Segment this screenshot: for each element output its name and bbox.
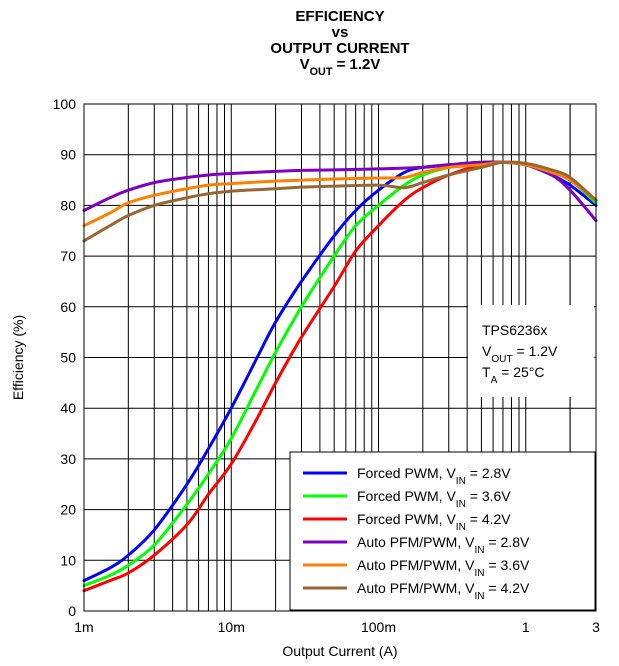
x-tick-label: 10m [218, 619, 245, 635]
x-axis-label: Output Current (A) [282, 643, 397, 659]
x-axis-ticks: 1m 10m 100m 1 3 [74, 619, 600, 635]
legend-box [289, 451, 596, 611]
y-tick-label: 90 [60, 147, 76, 163]
chart-title-line: vs [332, 24, 349, 41]
y-tick-label: 30 [60, 451, 76, 467]
annotation-background [468, 305, 594, 397]
y-tick-label: 0 [68, 603, 76, 619]
y-tick-label: 70 [60, 248, 76, 264]
y-tick-label: 80 [60, 197, 76, 213]
y-tick-label: 20 [60, 502, 76, 518]
y-tick-label: 100 [53, 96, 77, 112]
x-tick-label: 1 [522, 619, 530, 635]
y-tick-label: 50 [60, 350, 76, 366]
y-axis-ticks: 0 10 20 30 40 50 60 70 80 90 100 [53, 96, 77, 619]
x-tick-label: 1m [74, 619, 93, 635]
plot-frame [83, 103, 597, 612]
y-tick-label: 40 [60, 400, 76, 416]
chart-title-line: EFFICIENCY [295, 8, 384, 25]
legend-label-3: Auto PFM/PWM, VIN = 2.8V [357, 534, 530, 556]
chart-title-line: VOUT = 1.2V [300, 56, 381, 78]
annotation-line: TPS6236x [482, 322, 547, 338]
x-tick-label: 100m [361, 619, 396, 635]
y-tick-label: 10 [60, 552, 76, 568]
legend-label-4: Auto PFM/PWM, VIN = 3.6V [357, 557, 530, 579]
x-tick-label: 3 [592, 619, 600, 635]
series-line-5 [82, 160, 598, 243]
y-tick-label: 60 [60, 299, 76, 315]
legend-label-2: Forced PWM, VIN = 4.2V [357, 511, 511, 533]
y-axis-label: Efficiency (%) [10, 315, 26, 400]
annotation-line: VOUT = 1.2V [482, 343, 558, 365]
series-lines [82, 160, 598, 593]
legend-label-5: Auto PFM/PWM, VIN = 4.2V [357, 580, 530, 602]
chart-title-line: OUTPUT CURRENT [270, 40, 409, 57]
annotation-line: TA = 25°C [482, 364, 545, 386]
legend-label-0: Forced PWM, VIN = 2.8V [357, 465, 511, 487]
legend-label-1: Forced PWM, VIN = 3.6V [357, 488, 511, 510]
